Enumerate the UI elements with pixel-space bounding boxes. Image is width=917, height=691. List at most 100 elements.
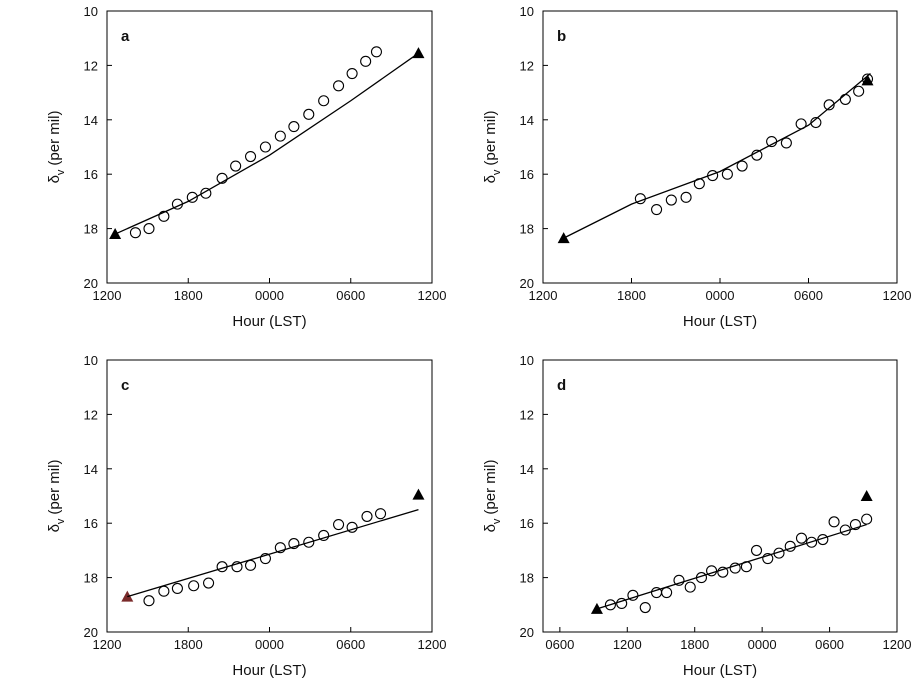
data-point (259, 141, 271, 153)
fit-line (563, 73, 871, 239)
data-point (839, 93, 851, 105)
data-point (188, 580, 200, 592)
data-point (729, 562, 741, 574)
panel-label: b (557, 28, 566, 45)
panel: 1200 1800 0000 0600 1200 10 12 14 16 18 20 c Hour (L… (46, 353, 446, 679)
y-tick-label: 10 (520, 4, 534, 19)
y-tick-label: 16 (84, 167, 98, 182)
y-tick-label: 20 (84, 276, 98, 291)
y-label-subscript: v (55, 518, 67, 524)
y-label-subscript: v (491, 518, 503, 524)
x-tick-label: 1800 (174, 288, 203, 303)
data-point (861, 513, 873, 525)
data-point (303, 536, 315, 548)
data-point (318, 529, 330, 541)
x-tick-label: 0600 (815, 637, 844, 652)
x-tick-label: 0600 (794, 288, 823, 303)
y-tick-label: 14 (84, 462, 98, 477)
x-tick-label: 0600 (336, 637, 365, 652)
y-label-symbol: δ (482, 175, 499, 183)
y-tick-label: 18 (84, 571, 98, 586)
data-point (203, 577, 215, 589)
data-point (274, 130, 286, 142)
fit-line (127, 508, 419, 598)
data-point (200, 187, 212, 199)
y-label-symbol: δ (482, 524, 499, 532)
y-axis-label: δv (per mil) (482, 111, 503, 184)
data-point (244, 150, 257, 163)
x-tick-label: 1200 (883, 288, 912, 303)
data-point (721, 168, 733, 180)
triangle-point (861, 74, 874, 86)
data-point (143, 223, 155, 235)
x-tick-label: 1200 (93, 288, 122, 303)
plot-frame (542, 10, 898, 284)
x-axis-label: Hour (LST) (683, 313, 757, 330)
y-label-text: (per mil) (482, 111, 499, 166)
y-tick-label: 10 (84, 353, 98, 368)
data-point (318, 95, 330, 107)
data-point (780, 137, 792, 149)
y-axis-label: δv (per mil) (482, 460, 503, 533)
y-tick-label: 20 (84, 625, 98, 640)
data-point (762, 553, 774, 565)
y-label-symbol: δ (46, 524, 63, 532)
y-tick-label: 16 (84, 516, 98, 531)
data-point (171, 582, 183, 595)
data-point (651, 204, 663, 216)
y-tick-label: 10 (520, 353, 534, 368)
data-point (665, 194, 677, 206)
data-point (604, 599, 616, 611)
y-tick-label: 14 (520, 462, 534, 477)
data-point (680, 191, 692, 203)
data-point (158, 585, 170, 597)
y-label-subscript: v (55, 169, 67, 175)
data-point (616, 597, 628, 609)
x-tick-label: 1200 (529, 288, 558, 303)
data-point (361, 510, 373, 522)
data-point (288, 538, 300, 550)
data-point (750, 544, 763, 556)
y-tick-label: 18 (520, 571, 534, 586)
data-point (673, 574, 685, 586)
panel: 0600 1200 1800 0000 0600 1200 10 12 14 16 18 20 d Hou… (482, 353, 911, 679)
y-tick-label: 12 (84, 407, 98, 422)
data-point (806, 536, 818, 548)
data-point (216, 172, 228, 184)
x-tick-label: 1200 (418, 637, 447, 652)
data-point (231, 561, 243, 573)
x-tick-label: 0600 (545, 637, 574, 652)
plot-frame (106, 10, 433, 284)
data-point (823, 99, 835, 111)
x-tick-label: 1800 (617, 288, 646, 303)
y-tick-label: 12 (84, 58, 98, 73)
y-tick-label: 16 (520, 167, 534, 182)
data-point (360, 55, 372, 67)
y-label-symbol: δ (46, 175, 63, 183)
y-label-text: (per mil) (46, 111, 63, 166)
data-point (129, 227, 141, 239)
data-point (370, 46, 383, 58)
y-tick-label: 10 (84, 4, 98, 19)
x-tick-label: 0000 (706, 288, 735, 303)
panel-label: d (557, 377, 566, 394)
fit-line (114, 52, 419, 235)
data-point (230, 160, 242, 172)
data-point (158, 210, 170, 222)
x-tick-label: 0600 (336, 288, 365, 303)
data-point (333, 80, 345, 92)
data-point (274, 542, 286, 554)
triangle-point (412, 488, 425, 500)
data-point (849, 519, 861, 531)
panel-label: a (121, 28, 130, 45)
data-point (186, 191, 198, 203)
y-axis-label: δv (per mil) (46, 111, 67, 184)
data-point (346, 68, 358, 80)
x-axis-label: Hour (LST) (232, 662, 306, 679)
y-tick-label: 12 (520, 58, 534, 73)
y-tick-label: 16 (520, 516, 534, 531)
data-point (661, 587, 673, 599)
data-point (333, 519, 345, 531)
x-tick-label: 0000 (255, 288, 284, 303)
